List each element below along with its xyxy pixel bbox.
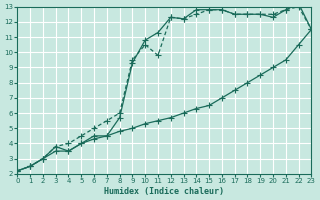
X-axis label: Humidex (Indice chaleur): Humidex (Indice chaleur) [104, 187, 224, 196]
